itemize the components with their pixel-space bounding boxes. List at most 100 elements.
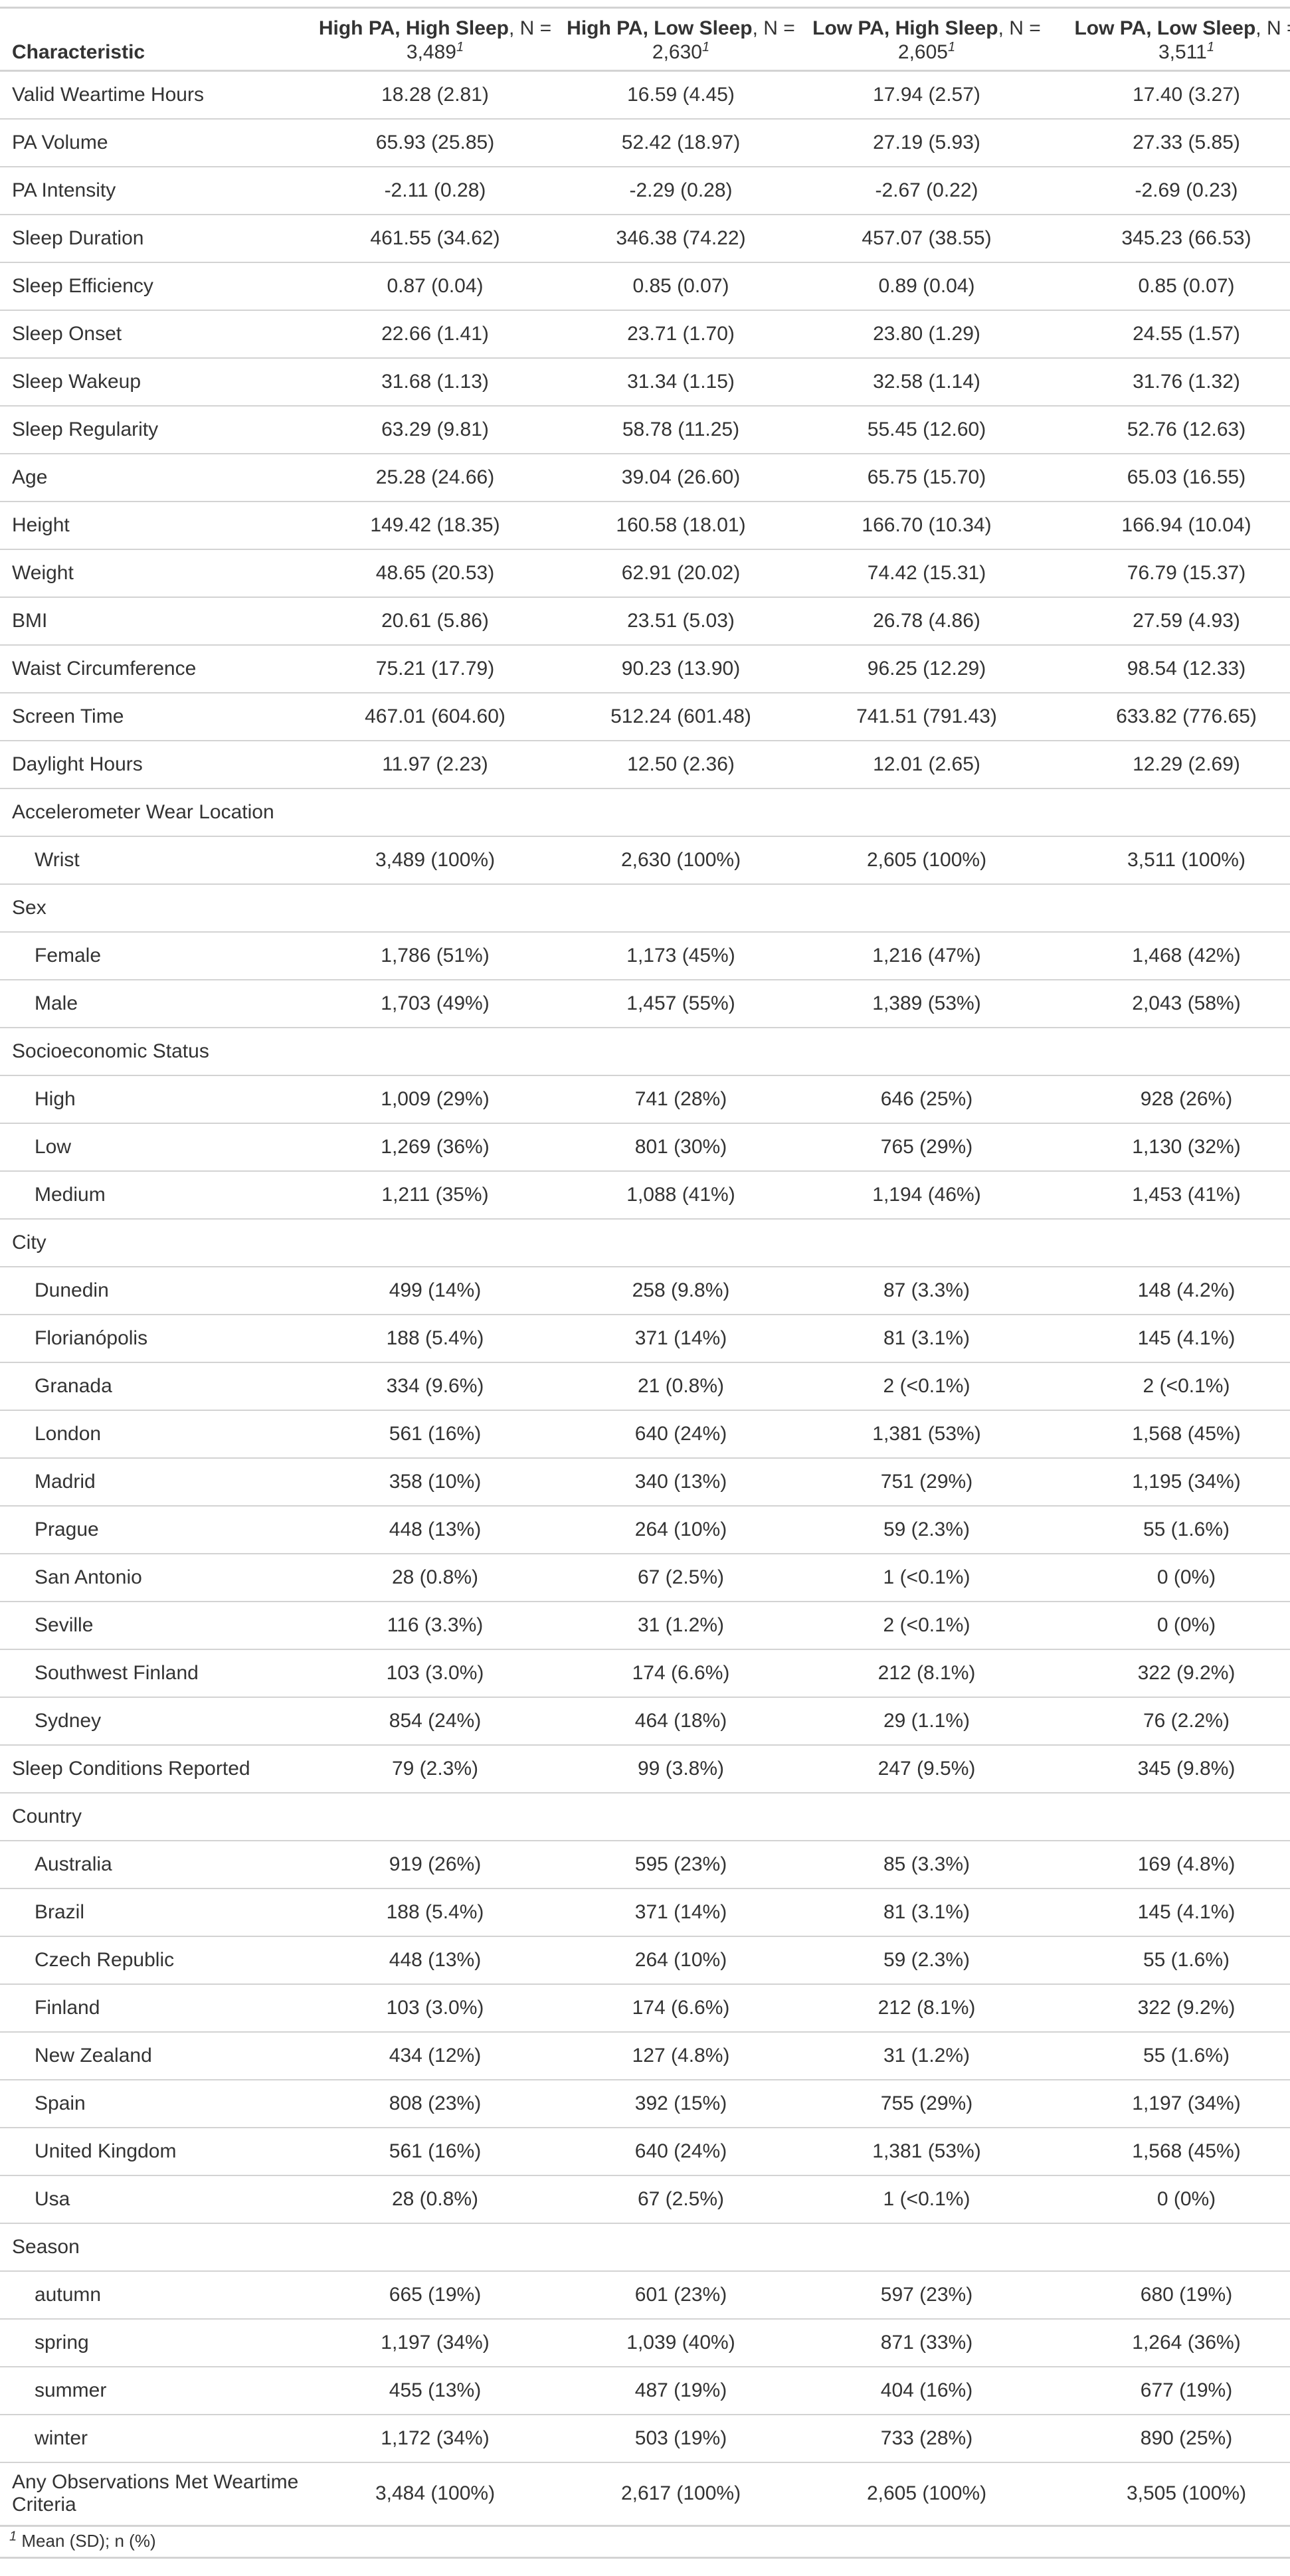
cell-value: 3,484 (100%) <box>312 2461 558 2526</box>
cell-value: 103 (3.0%) <box>312 1983 558 2032</box>
table-subrow: Dunedin 499 (14%) 258 (9.8%) 87 (3.3%) 148 (… <box>0 1265 1290 1315</box>
table-subrow: Spain 808 (23%) 392 (15%) 755 (29%) 1,197 (3… <box>0 2078 1290 2128</box>
cell-value: 0.89 (0.04) <box>804 261 1050 310</box>
cell-value: 98.54 (12.33) <box>1050 644 1290 693</box>
characteristic-header: Characteristic <box>0 7 312 72</box>
cell-value: 1,453 (41%) <box>1050 1170 1290 1219</box>
cell-value: 12.29 (2.69) <box>1050 739 1290 788</box>
footnote-mark: 1 <box>1206 40 1214 54</box>
table-row: BMI 20.61 (5.86) 23.51 (5.03) 26.78 (4.86) 2… <box>0 596 1290 645</box>
cell-value: 21 (0.8%) <box>558 1361 804 1410</box>
cell-value: -2.29 (0.28) <box>558 165 804 215</box>
table-subrow: Madrid 358 (10%) 340 (13%) 751 (29%) 1,195 (… <box>0 1457 1290 1506</box>
footnote-text: Mean (SD); n (%) <box>21 2531 156 2551</box>
table-row: Sleep Regularity 63.29 (9.81) 58.78 (11.25… <box>0 405 1290 454</box>
row-label: Usa <box>0 2174 312 2223</box>
table-subrow: San Antonio 28 (0.8%) 67 (2.5%) 1 (<0.1%) 0 … <box>0 1552 1290 1602</box>
row-label: Sydney <box>0 1696 312 1745</box>
cell-value: 145 (4.1%) <box>1050 1887 1290 1936</box>
cell-value <box>558 2222 804 2271</box>
cell-value: 48.65 (20.53) <box>312 548 558 597</box>
cell-value: 457.07 (38.55) <box>804 213 1050 262</box>
cell-value <box>1050 1026 1290 1075</box>
cell-value: 16.59 (4.45) <box>558 70 804 119</box>
cell-value: 919 (26%) <box>312 1839 558 1888</box>
cell-value: 12.01 (2.65) <box>804 739 1050 788</box>
row-label: High <box>0 1074 312 1123</box>
row-label: Seville <box>0 1600 312 1649</box>
cell-value: 31.68 (1.13) <box>312 357 558 406</box>
table-row: Weight 48.65 (20.53) 62.91 (20.02) 74.42 (1… <box>0 548 1290 597</box>
table-row: Season <box>0 2222 1290 2271</box>
cell-value: 28 (0.8%) <box>312 2174 558 2223</box>
cell-value: 1,468 (42%) <box>1050 931 1290 980</box>
cell-value: 17.94 (2.57) <box>804 70 1050 119</box>
cell-value: 58.78 (11.25) <box>558 405 804 454</box>
cell-value: 29 (1.1%) <box>804 1696 1050 1745</box>
cell-value: 392 (15%) <box>558 2078 804 2128</box>
table-subrow: Southwest Finland 103 (3.0%) 174 (6.6%) 212… <box>0 1648 1290 1697</box>
cell-value: 1,211 (35%) <box>312 1170 558 1219</box>
cell-value: 345.23 (66.53) <box>1050 213 1290 262</box>
cell-value: 646 (25%) <box>804 1074 1050 1123</box>
row-label: Sleep Regularity <box>0 405 312 454</box>
cell-value: 264 (10%) <box>558 1935 804 1984</box>
cell-value: 166.70 (10.34) <box>804 500 1050 549</box>
cell-value: 67 (2.5%) <box>558 1552 804 1602</box>
cell-value: 601 (23%) <box>558 2270 804 2319</box>
cell-value: 2,617 (100%) <box>558 2461 804 2526</box>
cell-value: 0.87 (0.04) <box>312 261 558 310</box>
cell-value: 1 (<0.1%) <box>804 2174 1050 2223</box>
cell-value: 85 (3.3%) <box>804 1839 1050 1888</box>
header-row: Characteristic High PA, High Sleep , N = … <box>0 7 1290 72</box>
cell-value: 31.34 (1.15) <box>558 357 804 406</box>
cell-value: 0.85 (0.07) <box>558 261 804 310</box>
cell-value: 467.01 (604.60) <box>312 691 558 741</box>
footnote-mark: 1 <box>947 40 956 54</box>
cell-value: 23.51 (5.03) <box>558 596 804 645</box>
row-label: Valid Weartime Hours <box>0 70 312 119</box>
cell-value: 65.03 (16.55) <box>1050 452 1290 502</box>
cell-value: 1,703 (49%) <box>312 978 558 1028</box>
cell-value: 27.59 (4.93) <box>1050 596 1290 645</box>
cell-value: 258 (9.8%) <box>558 1265 804 1315</box>
group-header: High PA, Low Sleep, N = 2,6301 <box>558 7 804 72</box>
cell-value: 65.93 (25.85) <box>312 118 558 167</box>
table-subrow: Seville 116 (3.3%) 31 (1.2%) 2 (<0.1%) 0 (0%… <box>0 1600 1290 1649</box>
cell-value: 1 (<0.1%) <box>804 1552 1050 1602</box>
cell-value: 1,568 (45%) <box>1050 2126 1290 2175</box>
cell-value: 145 (4.1%) <box>1050 1313 1290 1362</box>
table-footer: 1 Mean (SD); n (%) <box>0 2525 1290 2559</box>
characteristics-table: Characteristic High PA, High Sleep , N = … <box>0 7 1290 2559</box>
cell-value: 67 (2.5%) <box>558 2174 804 2223</box>
row-label: Accelerometer Wear Location <box>0 787 312 836</box>
cell-value <box>312 883 558 932</box>
cell-value: 665 (19%) <box>312 2270 558 2319</box>
row-label: Country <box>0 1792 312 1841</box>
table-subrow: Brazil 188 (5.4%) 371 (14%) 81 (3.1%) 145 (4… <box>0 1887 1290 1936</box>
cell-value: 65.75 (15.70) <box>804 452 1050 502</box>
cell-value: 62.91 (20.02) <box>558 548 804 597</box>
cell-value: 871 (33%) <box>804 2318 1050 2367</box>
cell-value: 212 (8.1%) <box>804 1983 1050 2032</box>
cell-value: 247 (9.5%) <box>804 1744 1050 1793</box>
row-label: Australia <box>0 1839 312 1888</box>
cell-value: 1,194 (46%) <box>804 1170 1050 1219</box>
group-label: Low PA, Low Sleep <box>1074 17 1256 39</box>
cell-value: 2,605 (100%) <box>804 2461 1050 2526</box>
cell-value: 371 (14%) <box>558 1887 804 1936</box>
row-label: Medium <box>0 1170 312 1219</box>
cell-value: 2,043 (58%) <box>1050 978 1290 1028</box>
cell-value: 2 (<0.1%) <box>1050 1361 1290 1410</box>
cell-value: 448 (13%) <box>312 1935 558 1984</box>
cell-value <box>804 787 1050 836</box>
cell-value <box>1050 883 1290 932</box>
table-subrow: Male 1,703 (49%) 1,457 (55%) 1,389 (53%) 2,0… <box>0 978 1290 1028</box>
cell-value: 116 (3.3%) <box>312 1600 558 1649</box>
row-label: San Antonio <box>0 1552 312 1602</box>
group-n: , N = 3,511 <box>1158 17 1290 63</box>
cell-value <box>558 883 804 932</box>
row-label: Male <box>0 978 312 1028</box>
table-subrow: Granada 334 (9.6%) 21 (0.8%) 2 (<0.1%) 2 (<0… <box>0 1361 1290 1410</box>
group-label: High PA, High Sleep <box>318 17 509 39</box>
